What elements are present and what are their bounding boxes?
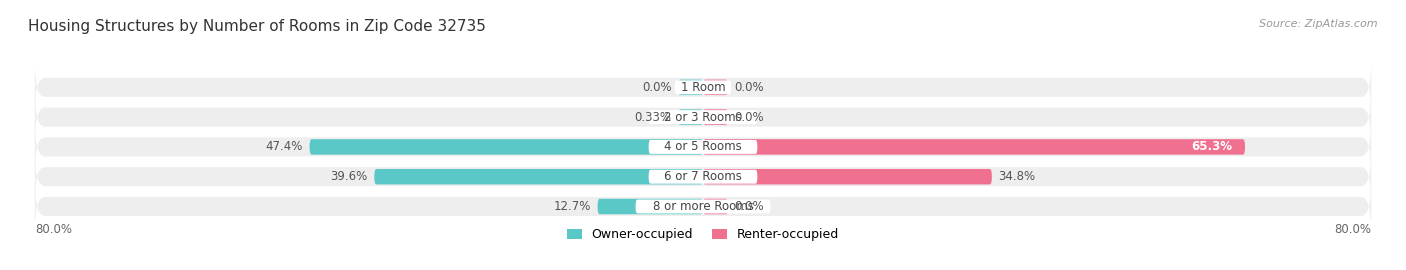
FancyBboxPatch shape [703,199,728,214]
Text: 80.0%: 80.0% [1334,223,1371,236]
Text: 0.33%: 0.33% [634,111,672,124]
Text: 1 Room: 1 Room [681,81,725,94]
FancyBboxPatch shape [309,139,703,155]
Text: 12.7%: 12.7% [554,200,591,213]
FancyBboxPatch shape [35,150,1371,203]
FancyBboxPatch shape [678,80,703,95]
Text: 2 or 3 Rooms: 2 or 3 Rooms [664,111,742,124]
FancyBboxPatch shape [35,180,1371,233]
FancyBboxPatch shape [648,170,758,184]
Text: 47.4%: 47.4% [266,140,302,153]
FancyBboxPatch shape [648,110,758,124]
Text: 0.0%: 0.0% [734,111,765,124]
FancyBboxPatch shape [35,61,1371,114]
Text: 39.6%: 39.6% [330,170,367,183]
FancyBboxPatch shape [648,140,758,154]
FancyBboxPatch shape [598,199,703,214]
Text: 4 or 5 Rooms: 4 or 5 Rooms [664,140,742,153]
Text: 8 or more Rooms: 8 or more Rooms [652,200,754,213]
Text: 65.3%: 65.3% [1191,140,1233,153]
FancyBboxPatch shape [703,109,728,125]
Text: 0.0%: 0.0% [734,200,765,213]
FancyBboxPatch shape [374,169,703,184]
Text: Housing Structures by Number of Rooms in Zip Code 32735: Housing Structures by Number of Rooms in… [28,19,486,34]
Legend: Owner-occupied, Renter-occupied: Owner-occupied, Renter-occupied [567,228,839,241]
Text: 34.8%: 34.8% [998,170,1036,183]
Text: 0.0%: 0.0% [734,81,765,94]
FancyBboxPatch shape [703,169,991,184]
FancyBboxPatch shape [636,200,770,214]
FancyBboxPatch shape [35,121,1371,173]
FancyBboxPatch shape [703,80,728,95]
Text: 0.0%: 0.0% [641,81,672,94]
FancyBboxPatch shape [678,109,703,125]
Text: 80.0%: 80.0% [35,223,72,236]
Text: Source: ZipAtlas.com: Source: ZipAtlas.com [1260,19,1378,29]
FancyBboxPatch shape [703,139,1246,155]
FancyBboxPatch shape [675,80,731,94]
FancyBboxPatch shape [35,91,1371,143]
Text: 6 or 7 Rooms: 6 or 7 Rooms [664,170,742,183]
